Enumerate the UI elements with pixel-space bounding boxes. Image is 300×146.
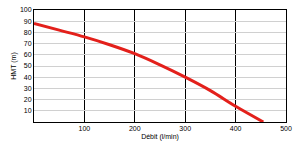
- svg-text:10: 10: [24, 107, 32, 114]
- svg-text:20: 20: [24, 96, 32, 103]
- svg-text:40: 40: [24, 74, 32, 81]
- svg-text:100: 100: [20, 6, 32, 13]
- svg-text:70: 70: [24, 40, 32, 47]
- svg-text:60: 60: [24, 51, 32, 58]
- svg-text:Débit (l/min): Débit (l/min): [141, 133, 179, 141]
- svg-text:500: 500: [280, 125, 292, 132]
- svg-text:200: 200: [129, 125, 141, 132]
- svg-text:100: 100: [79, 125, 91, 132]
- svg-text:300: 300: [179, 125, 191, 132]
- svg-text:80: 80: [24, 29, 32, 36]
- svg-text:50: 50: [24, 62, 32, 69]
- svg-text:HMT (m): HMT (m): [10, 52, 18, 79]
- svg-text:90: 90: [24, 18, 32, 25]
- svg-text:400: 400: [230, 125, 242, 132]
- svg-text:30: 30: [24, 85, 32, 92]
